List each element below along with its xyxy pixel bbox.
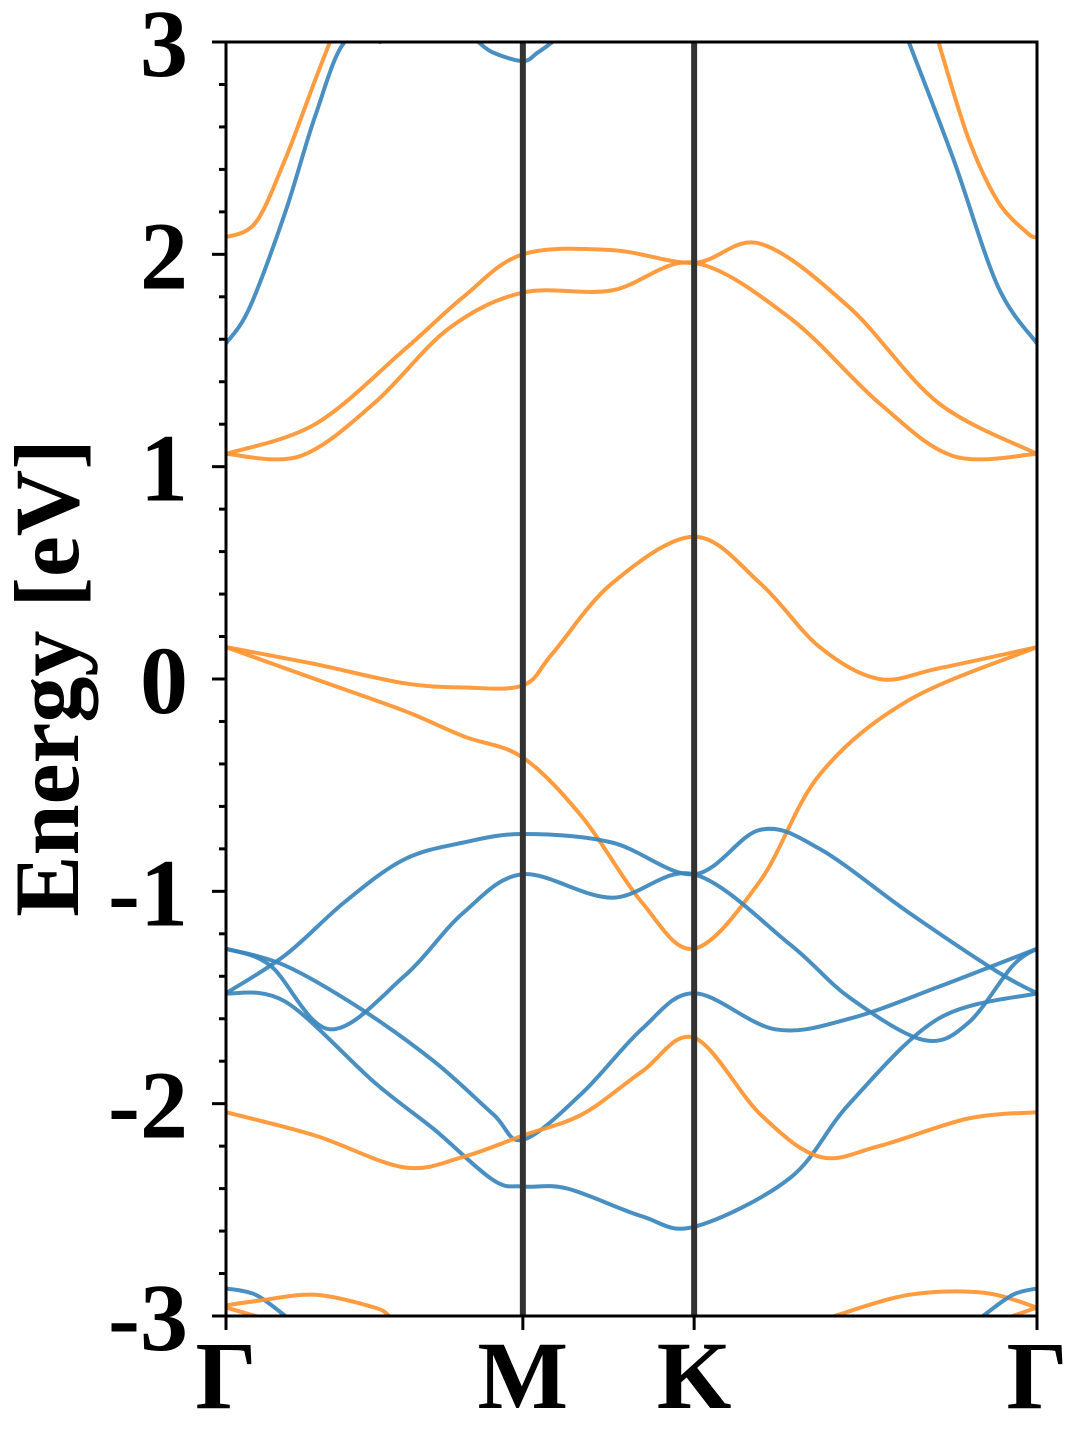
y-tick-label: -2 bbox=[108, 1052, 188, 1159]
x-tick-label-M: M bbox=[478, 1322, 569, 1429]
tick-labels: -3 -2 -1 0 1 2 3 Γ M K Γ bbox=[108, 0, 1068, 1429]
band-line-orange-9 bbox=[226, 645, 1037, 951]
y-tick-label: 3 bbox=[140, 0, 188, 97]
band-line-blue-11 bbox=[226, 871, 1037, 1043]
band-line-blue-13 bbox=[226, 990, 1037, 1231]
axis-ticks bbox=[212, 40, 1039, 1330]
band-lines bbox=[226, 42, 1037, 1316]
band-line-orange-16 bbox=[226, 1292, 392, 1316]
axes-frame bbox=[224, 40, 1039, 1318]
y-tick-label: -1 bbox=[108, 839, 188, 946]
plot-frame bbox=[224, 40, 1039, 1318]
y-tick-label: 1 bbox=[140, 415, 188, 522]
band-line-orange-6 bbox=[226, 240, 1037, 456]
band-line-blue-12 bbox=[226, 946, 1037, 1143]
band-line-orange-7 bbox=[226, 260, 1037, 462]
y-tick-label: -3 bbox=[108, 1264, 188, 1371]
band-line-orange-14 bbox=[226, 1034, 1037, 1171]
y-axis-label: Energy [eV] bbox=[0, 439, 98, 917]
band-line-blue-19 bbox=[981, 1286, 1037, 1316]
band-line-orange-18 bbox=[832, 1289, 1037, 1316]
x-tick-label-Γ: Γ bbox=[1006, 1322, 1067, 1429]
y-tick-label: 0 bbox=[140, 627, 188, 734]
y-tick-label: 2 bbox=[140, 202, 188, 309]
band-line-blue-3 bbox=[226, 42, 383, 346]
kpoint-divider-lines bbox=[519, 42, 698, 1316]
band-line-blue-10 bbox=[226, 826, 1037, 996]
x-tick-label-Γ: Γ bbox=[195, 1322, 256, 1429]
x-tick-label-K: K bbox=[657, 1322, 732, 1429]
band-line-orange-8 bbox=[226, 534, 1037, 691]
band-line-orange-1 bbox=[226, 42, 332, 240]
band-line-blue-15 bbox=[226, 1286, 288, 1316]
band-line-blue-5 bbox=[906, 42, 1037, 346]
band-line-blue-4 bbox=[476, 42, 555, 64]
band-line-orange-2 bbox=[936, 42, 1037, 240]
